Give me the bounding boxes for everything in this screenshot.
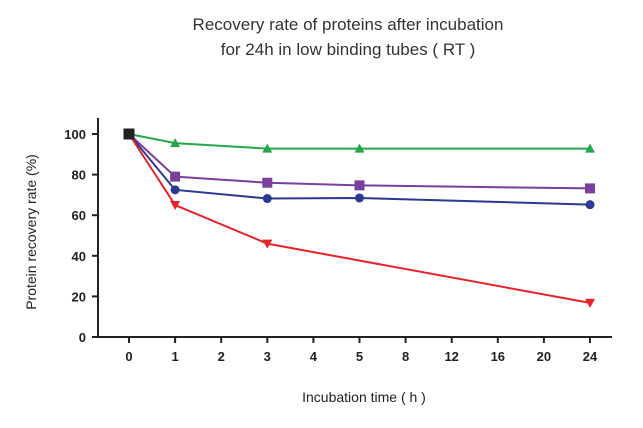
x-tick-label: 1 — [171, 349, 178, 364]
data-point-purple-square — [170, 171, 181, 182]
data-point-blue-circle — [355, 193, 364, 203]
x-tick-label: 4 — [310, 349, 318, 364]
x-tick-label: 0 — [125, 349, 132, 364]
x-tick-label: 5 — [356, 349, 363, 364]
data-point-green-triangle — [262, 143, 273, 153]
data-point-blue-circle — [170, 185, 180, 195]
y-tick-label: 40 — [72, 249, 86, 264]
data-point-purple-square — [262, 177, 273, 188]
data-point-blue-circle — [585, 200, 595, 210]
x-tick-label: 12 — [444, 349, 458, 364]
x-axis-label: Incubation time ( h ) — [302, 389, 426, 405]
y-tick-label: 60 — [72, 208, 86, 223]
data-point-purple-square — [354, 180, 365, 191]
series-markers — [123, 128, 595, 308]
x-tick-label: 20 — [537, 349, 551, 364]
data-point-green-triangle — [354, 143, 365, 153]
x-tick-label: 8 — [402, 349, 409, 364]
data-point-start — [123, 128, 135, 140]
data-point-purple-square — [585, 183, 595, 194]
y-tick-label: 100 — [64, 127, 86, 142]
x-tick-label: 24 — [583, 349, 598, 364]
series-lines — [128, 133, 591, 304]
y-tick-label: 80 — [72, 168, 86, 183]
x-tick-label: 3 — [264, 349, 271, 364]
data-point-green-triangle — [585, 143, 595, 153]
chart-title-line-1: Recovery rate of proteins after incubati… — [193, 15, 504, 34]
y-tick-label: 0 — [79, 330, 86, 345]
series-line-red-triangle — [128, 133, 591, 304]
data-point-red-triangle — [170, 201, 181, 211]
data-point-red-triangle — [585, 298, 595, 308]
y-ticks: 0 20 40 60 80 100 — [64, 127, 98, 345]
data-point-red-triangle — [262, 239, 273, 249]
series-line-purple-square — [128, 133, 591, 190]
data-point-blue-circle — [262, 194, 272, 204]
x-tick-label: 2 — [218, 349, 225, 364]
y-tick-label: 20 — [72, 289, 86, 304]
x-tick-label: 16 — [491, 349, 505, 364]
x-ticks: 0 1 2 3 4 5 8 12 16 20 24 — [125, 337, 598, 364]
chart-title-line-2: for 24h in low binding tubes ( RT ) — [221, 40, 476, 59]
data-point-green-triangle — [170, 138, 181, 148]
y-axis-label: Protein recovery rate (%) — [23, 154, 39, 310]
